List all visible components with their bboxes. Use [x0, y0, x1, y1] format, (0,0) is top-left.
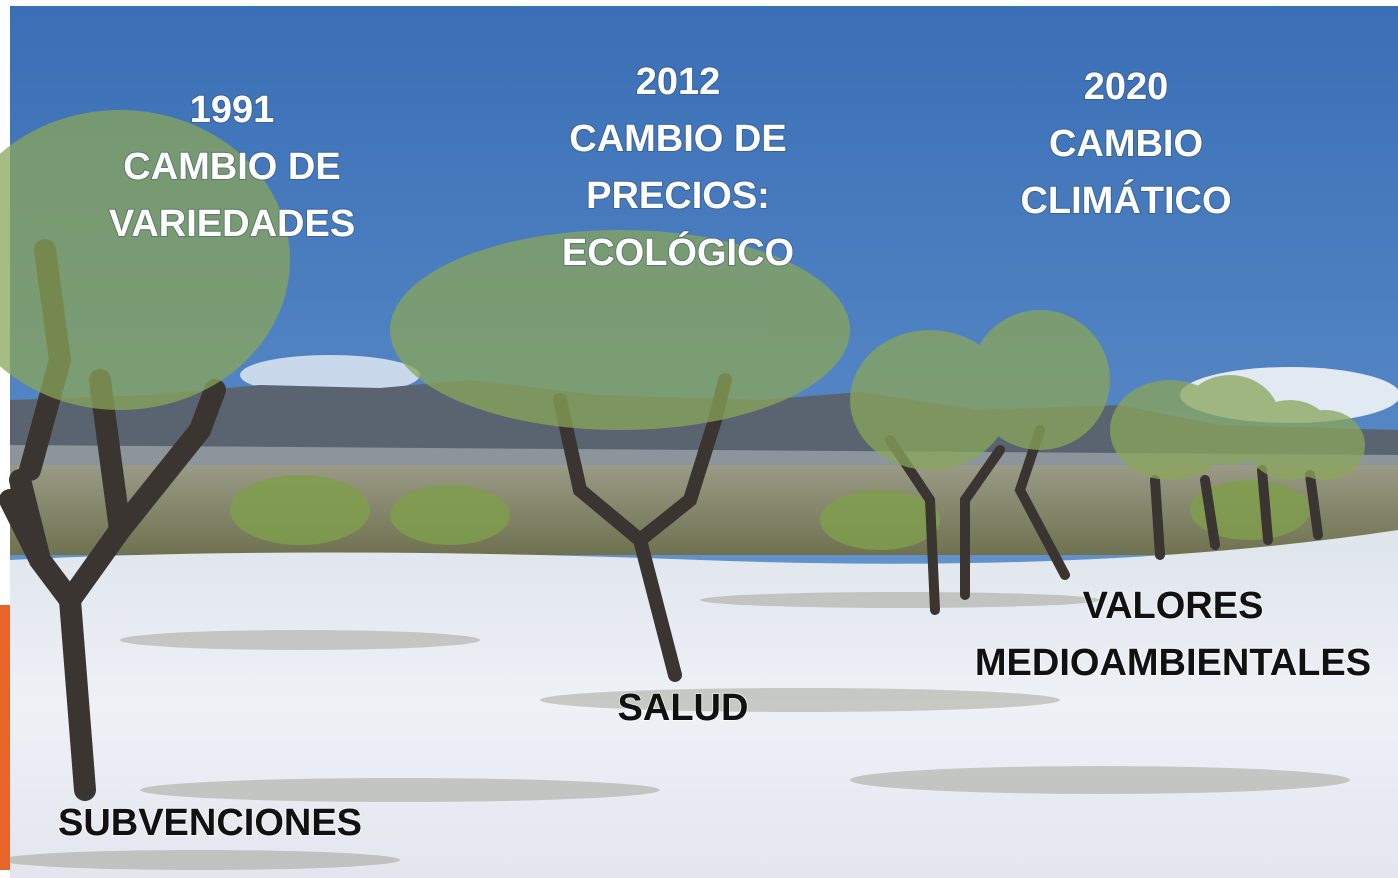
label-line: CLIMÁTICO: [1020, 178, 1231, 222]
label-year: 2012: [636, 61, 721, 103]
label-year: 1991: [190, 89, 275, 131]
label-line: PRECIOS:: [586, 175, 770, 217]
slide: 1991 CAMBIO DE VARIEDADES 2012 CAMBIO DE PREC…: [0, 0, 1398, 878]
label-line: SALUD: [618, 687, 749, 729]
label-year: 2020: [1084, 66, 1169, 108]
label-line: SUBVENCIONES: [58, 802, 362, 844]
label-line: VARIEDADES: [109, 203, 355, 245]
label-line: CAMBIO DE: [123, 146, 340, 188]
label-line: ECOLÓGICO: [562, 230, 794, 274]
label-line: CAMBIO: [1049, 123, 1203, 165]
accent-bar: [0, 605, 10, 870]
label-line: VALORES: [1083, 585, 1264, 627]
label-line: CAMBIO DE: [569, 118, 786, 160]
label-line: MEDIOAMBIENTALES: [975, 642, 1371, 684]
